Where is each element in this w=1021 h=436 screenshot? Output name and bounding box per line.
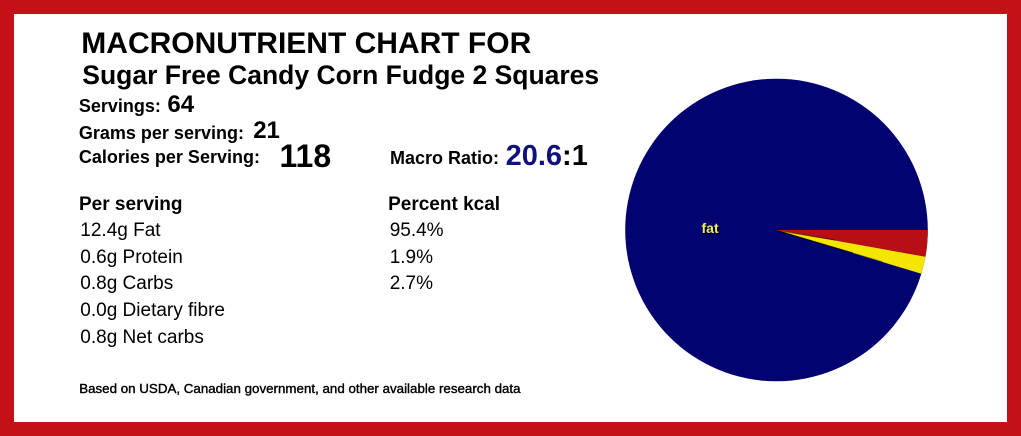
svg-text:fat: fat [703, 221, 720, 237]
svg-text:fat: fat [702, 220, 719, 236]
